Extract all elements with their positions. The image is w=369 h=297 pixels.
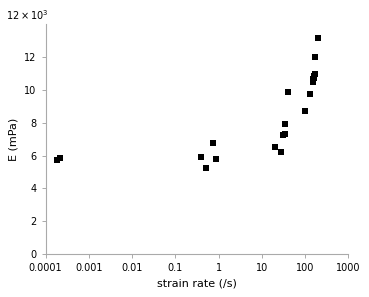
Point — [282, 122, 288, 127]
Point — [302, 108, 308, 113]
Text: $12\times10^3$: $12\times10^3$ — [6, 8, 49, 22]
Point — [272, 145, 278, 150]
Point — [285, 89, 291, 94]
Point — [210, 140, 216, 145]
Point — [310, 76, 316, 81]
Point — [311, 75, 317, 80]
Point — [315, 35, 321, 40]
Point — [310, 80, 316, 84]
X-axis label: strain rate (/s): strain rate (/s) — [157, 279, 237, 289]
Point — [307, 92, 313, 97]
Point — [199, 155, 204, 160]
Point — [57, 156, 63, 160]
Point — [54, 157, 59, 162]
Point — [282, 132, 288, 137]
Point — [280, 133, 286, 138]
Point — [213, 157, 218, 161]
Point — [203, 166, 208, 170]
Point — [311, 72, 317, 77]
Point — [312, 55, 318, 60]
Point — [311, 74, 317, 78]
Point — [278, 149, 284, 154]
Y-axis label: E (mPa): E (mPa) — [8, 118, 18, 161]
